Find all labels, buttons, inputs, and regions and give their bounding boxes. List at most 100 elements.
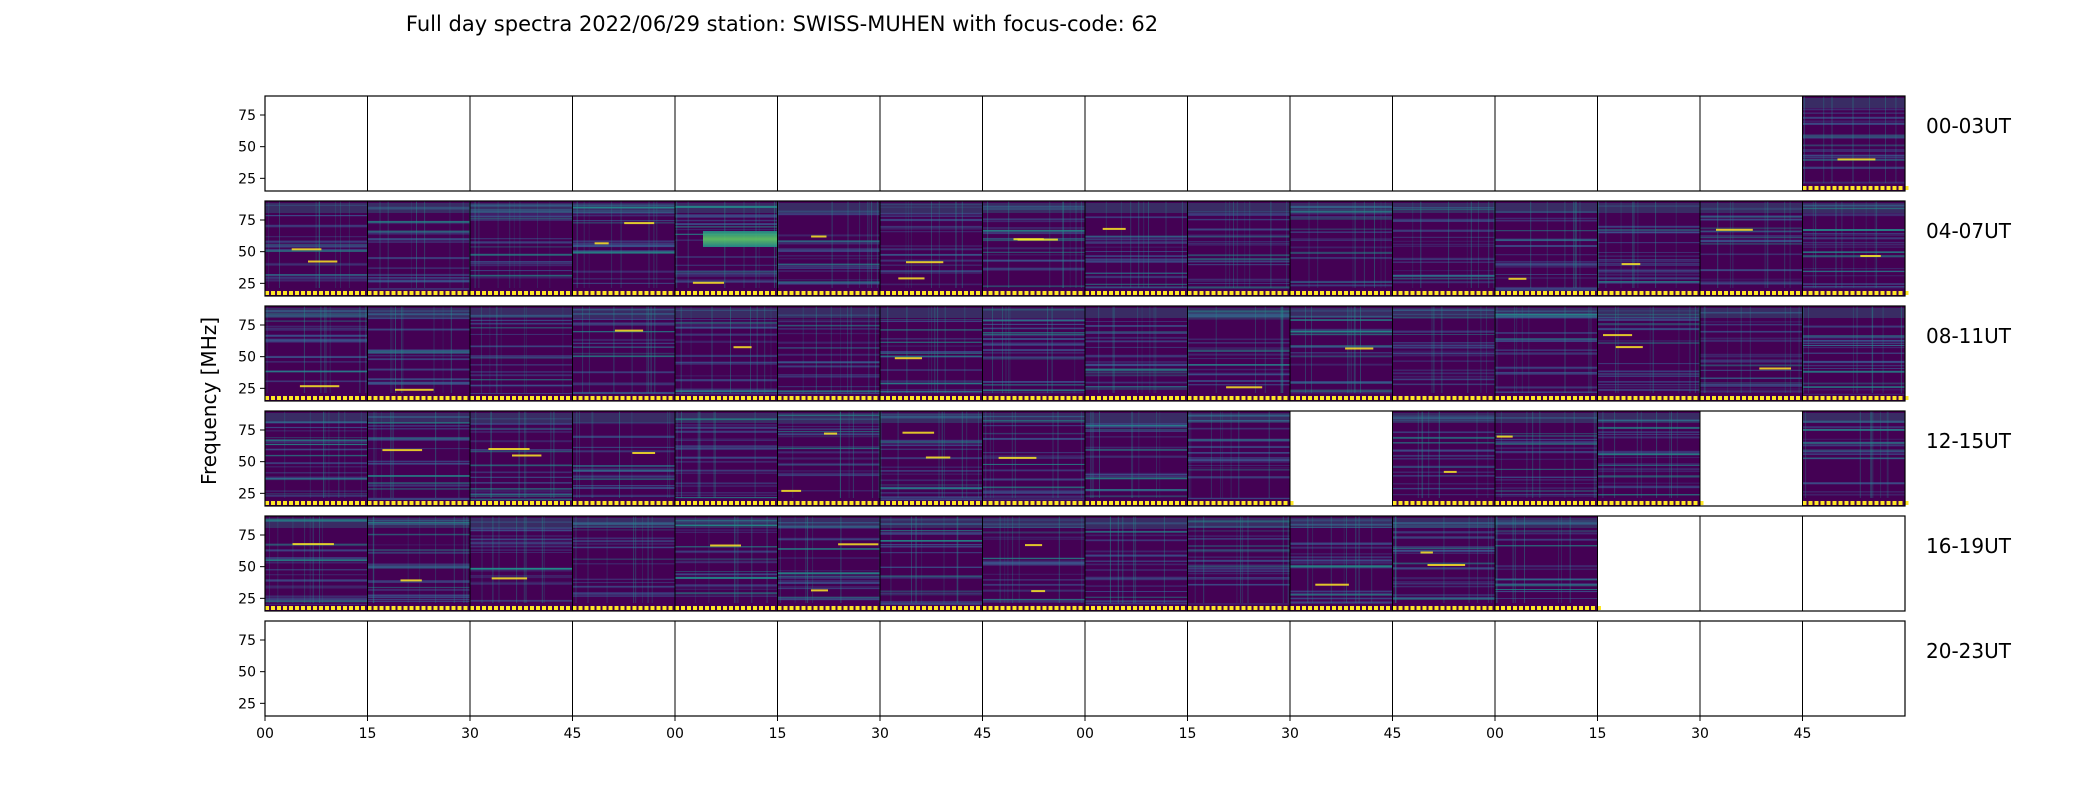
spectrogram-cell — [1085, 306, 1191, 401]
row-label: 08-11UT — [1926, 324, 2012, 348]
x-tick-label: 00 — [1486, 726, 1504, 742]
spectrogram-cell — [470, 411, 576, 506]
spectrogram-cell — [777, 306, 884, 401]
spectrogram-cell — [367, 306, 474, 401]
x-tick-label: 00 — [1076, 726, 1094, 742]
spectrogram-cell — [265, 201, 371, 296]
spectrogram-cell — [1187, 411, 1294, 506]
spectrogram-cell — [1392, 411, 1499, 506]
spectrogram-cell — [1085, 516, 1191, 611]
y-tick-label: 50 — [238, 140, 256, 156]
spectrogram-cell — [1392, 306, 1499, 401]
row-label: 16-19UT — [1926, 534, 2012, 558]
x-tick-label: 00 — [256, 726, 274, 742]
spectrogram-cell — [1597, 411, 1704, 506]
y-tick-label: 75 — [238, 528, 256, 544]
spectrogram-cell — [1187, 306, 1294, 401]
y-tick-label: 75 — [238, 633, 256, 649]
panel-frame — [264, 95, 1906, 192]
spectrogram-cell — [1802, 411, 1909, 506]
x-tick-label: 15 — [769, 726, 787, 742]
y-tick-label: 25 — [238, 381, 256, 397]
x-tick-label: 30 — [1281, 726, 1299, 742]
spectrogram-cell — [675, 306, 781, 401]
spectrogram-cell — [265, 411, 371, 506]
y-tick-label: 50 — [238, 245, 256, 261]
chart-title: Full day spectra 2022/06/29 station: SWI… — [406, 12, 1158, 36]
spectrogram-cell — [470, 306, 576, 401]
spectrogram-cell — [1495, 516, 1601, 611]
x-tick-label: 15 — [1589, 726, 1607, 742]
y-tick-label: 50 — [238, 560, 256, 576]
spectrogram-cell — [572, 516, 679, 611]
spectrogram-cell — [777, 411, 884, 506]
panel-row: 25 50 75 16-19UT — [238, 515, 2012, 612]
panel-frame — [264, 200, 1906, 297]
spectrogram-cell — [1802, 306, 1909, 401]
spectrogram-cell — [470, 201, 576, 296]
spectrogram-cell — [675, 516, 781, 611]
y-tick-label: 50 — [238, 455, 256, 471]
spectrogram-cell — [982, 201, 1089, 296]
spectrogram-cell — [777, 201, 884, 296]
spectrogram-cell — [1495, 411, 1601, 506]
spectrogram-cell — [367, 201, 474, 296]
spectrogram-cell — [982, 411, 1089, 506]
spectrogram-cell — [1802, 201, 1909, 296]
spectrogram-cell — [572, 411, 679, 506]
panel-row: 25 50 75 00-03UT — [238, 95, 2012, 192]
x-tick-label: 30 — [1691, 726, 1709, 742]
spectrogram-cell — [265, 516, 371, 611]
spectrogram-cell — [1495, 306, 1601, 401]
spectrogram-cell — [880, 411, 986, 506]
spectrogram-cell — [1290, 516, 1396, 611]
spectrogram-cell — [982, 306, 1089, 401]
spectrogram-cell — [367, 411, 474, 506]
panel-frame — [264, 305, 1906, 402]
spectrogram-cell — [777, 516, 884, 611]
x-tick-label: 30 — [461, 726, 479, 742]
spectrogram-cell — [1700, 201, 1806, 296]
spectrogram-cell — [367, 516, 474, 611]
spectrogram-cell — [1802, 96, 1909, 191]
panel-row: 25 50 75 08-11UT — [238, 305, 2012, 402]
spectrogram-cell — [1597, 201, 1704, 296]
y-tick-label: 25 — [238, 591, 256, 607]
y-axis-label: Frequency [MHz] — [197, 317, 221, 485]
x-tick-label: 15 — [1179, 726, 1197, 742]
panel-row: 25 50 75 04-07UT — [238, 200, 2012, 297]
y-tick-label: 25 — [238, 486, 256, 502]
spectrogram-cell — [880, 516, 986, 611]
x-tick-label: 15 — [359, 726, 377, 742]
row-label: 00-03UT — [1926, 114, 2012, 138]
spectrogram-cell — [880, 306, 986, 401]
spectrogram-cell — [1085, 201, 1191, 296]
spectrogram-cell — [675, 411, 781, 506]
x-tick-label: 45 — [564, 726, 582, 742]
y-tick-label: 75 — [238, 423, 256, 439]
spectrogram-cell — [1085, 411, 1191, 506]
spectrogram-cell — [1700, 306, 1806, 401]
spectrogram-cell — [1392, 201, 1499, 296]
y-tick-label: 75 — [238, 108, 256, 124]
x-tick-label: 00 — [666, 726, 684, 742]
spectrogram-cell — [572, 306, 679, 401]
spectrogram-cell — [1290, 201, 1396, 296]
spectrogram-cell — [880, 201, 986, 296]
y-tick-label: 50 — [238, 350, 256, 366]
x-axis: 00 15 30 45 00 15 30 45 00 15 30 45 00 15 30 45 — [256, 716, 1811, 742]
x-tick-label: 45 — [974, 726, 992, 742]
y-tick-label: 25 — [238, 696, 256, 712]
row-label: 12-15UT — [1926, 429, 2012, 453]
spectrogram-cell — [572, 201, 679, 296]
panel-frame — [264, 515, 1906, 612]
y-tick-label: 50 — [238, 665, 256, 681]
y-tick-label: 75 — [238, 213, 256, 229]
spectrogram-cell — [1495, 201, 1601, 296]
spectrogram-cell — [675, 201, 781, 296]
spectrogram-cell — [1187, 201, 1294, 296]
spectrogram-cell — [470, 516, 576, 611]
spectrogram-cell — [1597, 306, 1704, 401]
spectrogram-cell — [265, 306, 371, 401]
